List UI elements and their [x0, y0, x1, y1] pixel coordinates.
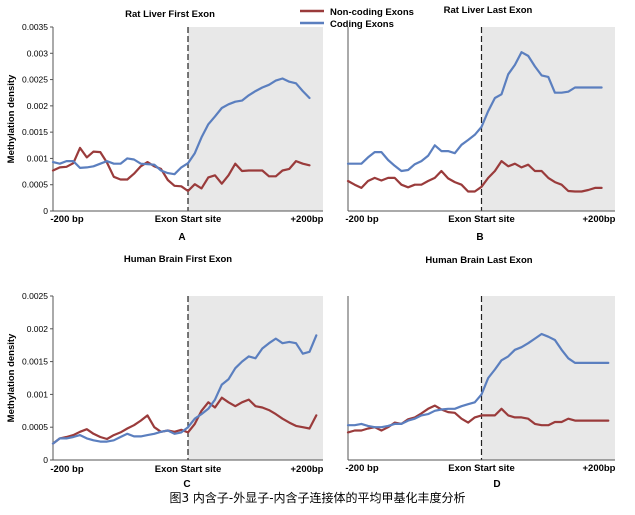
y-tick-label: 0: [43, 455, 48, 465]
panel-A: 0 0.0005 0.001 0.0015 0.002 0.0025 0.003 0.0035…: [6, 9, 324, 243]
shaded-region: [188, 27, 323, 211]
panel-title: Rat Liver First Exon: [125, 9, 215, 20]
y-tick-label: 0: [43, 206, 48, 216]
coding-exons-line: [51, 334, 318, 445]
x-tick-label: +200bp: [582, 463, 615, 474]
coding-exons-line: [346, 51, 603, 173]
shaded-region: [188, 296, 323, 460]
panel-D: -200 bp Exon Start site +200bp Human Brain …: [345, 255, 615, 490]
x-tick-label: +200bp: [582, 214, 615, 225]
shaded-region: [481, 27, 615, 211]
y-axis-label: Methylation density: [6, 74, 17, 163]
x-tick-label: +200bp: [290, 214, 323, 225]
coding-exons-line: [346, 332, 610, 429]
x-tick-label: -200 bp: [50, 464, 83, 475]
panel-B: -200 bp Exon Start site +200bp Rat Liver La…: [345, 5, 615, 243]
y-tick-label: 0.0025: [22, 75, 48, 85]
panel-title: Human Brain Last Exon: [425, 255, 532, 266]
figure-caption: 图3 内含子-外显子-内含子连接体的平均甲基化丰度分析: [169, 491, 466, 505]
x-tick-label: +200bp: [290, 464, 323, 475]
panel-title: Rat Liver Last Exon: [444, 5, 533, 16]
y-tick-label: 0.002: [27, 324, 49, 334]
y-tick-label: 0.002: [27, 101, 49, 111]
non-coding-exons-line: [346, 160, 603, 193]
y-tick-label: 0.0025: [22, 291, 48, 301]
panel-C: 0 0.0005 0.001 0.0015 0.002 0.0025 -200 bp Exon…: [6, 254, 324, 490]
coding-exons-line: [51, 77, 311, 176]
panel-label: B: [476, 232, 483, 243]
panel-title: Human Brain First Exon: [124, 254, 232, 265]
y-tick-label: 0.003: [27, 48, 49, 58]
y-tick-label: 0.0015: [22, 127, 48, 137]
non-coding-exons-line: [51, 146, 311, 193]
y-axis-label: Methylation density: [6, 333, 17, 422]
y-tick-label: 0.0015: [22, 357, 48, 367]
legend-label-1: Non-coding Exons: [330, 7, 414, 18]
y-tick-label: 0.001: [27, 389, 49, 399]
legend-label-2: Coding Exons: [330, 19, 394, 30]
x-tick-label: -200 bp: [345, 214, 378, 225]
chart-panels: 0 0.0005 0.001 0.0015 0.002 0.0025 0.003 0.0035…: [6, 5, 616, 490]
x-tick-label: Exon Start site: [448, 463, 515, 474]
panel-label: A: [178, 232, 185, 243]
x-tick-label: -200 bp: [50, 214, 83, 225]
y-tick-label: 0.0005: [22, 422, 48, 432]
panel-label: C: [183, 479, 190, 490]
x-tick-label: Exon Start site: [155, 464, 222, 475]
y-tick-label: 0.001: [27, 153, 49, 163]
x-tick-label: Exon Start site: [448, 214, 515, 225]
x-tick-label: Exon Start site: [155, 214, 222, 225]
y-tick-label: 0.0035: [22, 22, 48, 32]
x-tick-label: -200 bp: [345, 463, 378, 474]
panel-label: D: [493, 479, 500, 490]
y-tick-label: 0.0005: [22, 180, 48, 190]
shaded-region: [481, 296, 615, 460]
